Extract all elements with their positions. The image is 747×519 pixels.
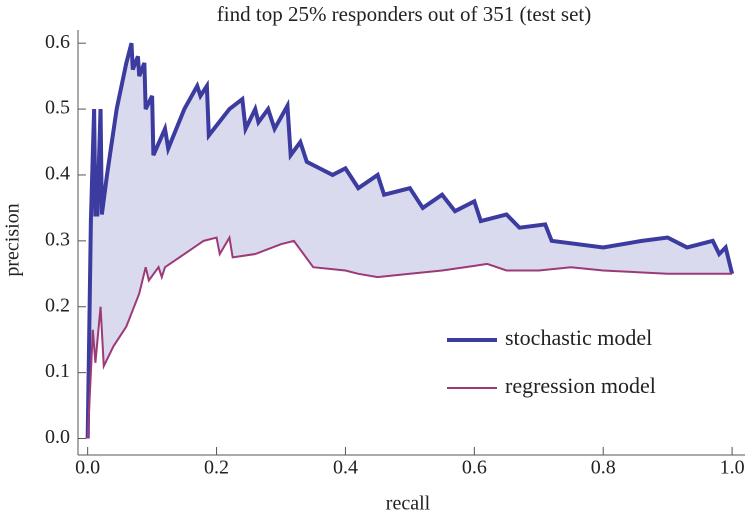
y-tick-label: 0.6 [45,31,70,53]
x-axis-label: recall [386,493,431,515]
y-tick-label: 0.3 [45,228,70,250]
x-tick-label: 0.0 [75,457,100,479]
legend-label: regression model [505,373,656,398]
y-tick-label: 0.4 [45,163,70,185]
y-tick-label: 0.2 [45,294,70,316]
x-tick-label: 0.6 [462,457,487,479]
legend-label: stochastic model [505,325,652,350]
line [85,42,735,439]
x-tick-label: 1.0 [720,457,745,479]
x-tick-label: 0.2 [204,457,229,479]
y-axis-label: precision [2,203,24,276]
chart-title: find top 25% responders out of 351 (test… [217,2,591,26]
y-tick-label: 0.5 [45,97,70,119]
y-tick-label: 0.1 [45,360,70,382]
line [86,234,733,439]
x-tick-label: 0.4 [333,457,358,479]
area-between [87,43,733,439]
x-tick-label: 0.8 [591,457,616,479]
y-tick-label: 0.0 [45,426,70,448]
